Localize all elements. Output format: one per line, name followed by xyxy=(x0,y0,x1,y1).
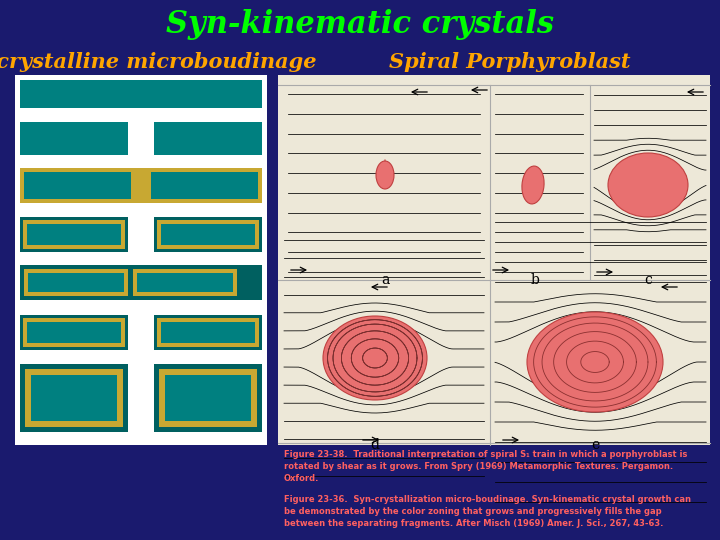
Bar xyxy=(278,75,710,445)
Text: Figure 23-38.  Traditional interpretation of spiral S₁ train in which a porphyro: Figure 23-38. Traditional interpretation… xyxy=(284,450,688,483)
Text: Paracrystalline microboudinage: Paracrystalline microboudinage xyxy=(0,52,317,72)
Bar xyxy=(157,220,259,249)
Bar xyxy=(24,269,128,296)
Ellipse shape xyxy=(376,161,394,189)
Bar xyxy=(157,318,259,347)
Text: Spiral Porphyroblast: Spiral Porphyroblast xyxy=(390,52,631,72)
Bar xyxy=(151,172,258,199)
Bar xyxy=(20,217,128,252)
Bar xyxy=(15,75,267,445)
Bar xyxy=(165,375,251,421)
Bar xyxy=(154,364,262,432)
Bar xyxy=(20,168,262,203)
Bar xyxy=(161,224,255,245)
Bar xyxy=(23,318,125,347)
Text: e: e xyxy=(591,438,599,452)
Bar xyxy=(161,322,255,343)
Bar xyxy=(20,364,128,432)
Bar xyxy=(31,375,117,421)
Ellipse shape xyxy=(527,312,663,412)
Bar xyxy=(137,273,233,292)
Text: a: a xyxy=(381,273,390,287)
Bar xyxy=(27,322,121,343)
Ellipse shape xyxy=(608,153,688,217)
Bar xyxy=(25,369,123,427)
Bar xyxy=(24,172,131,199)
Bar xyxy=(133,269,237,296)
Text: Syn-kinematic crystals: Syn-kinematic crystals xyxy=(166,10,554,40)
Text: b: b xyxy=(531,273,539,287)
Bar xyxy=(154,122,262,155)
Bar xyxy=(28,273,124,292)
Bar xyxy=(20,315,128,350)
Bar xyxy=(20,80,262,108)
Bar xyxy=(27,224,121,245)
Bar xyxy=(20,122,128,155)
Ellipse shape xyxy=(323,316,427,400)
Bar xyxy=(154,315,262,350)
Text: c: c xyxy=(644,273,652,287)
Ellipse shape xyxy=(522,166,544,204)
Bar xyxy=(20,265,262,300)
Text: Figure 23-36.  Syn-crystallization micro-boudinage. Syn-kinematic crystal growth: Figure 23-36. Syn-crystallization micro-… xyxy=(284,495,691,528)
Bar xyxy=(23,220,125,249)
Bar xyxy=(159,369,257,427)
Bar xyxy=(154,217,262,252)
Text: d: d xyxy=(371,438,379,452)
